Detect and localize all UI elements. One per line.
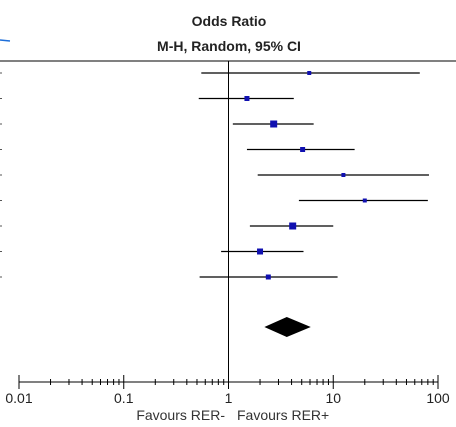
x-axis: 0.01 0.1 1 10 100 <box>5 375 450 406</box>
tick-label: 10 <box>325 390 341 406</box>
study-marker <box>265 274 271 280</box>
study-marker <box>341 173 346 177</box>
chart-title: Odds Ratio <box>192 13 267 29</box>
study-marker <box>289 222 297 230</box>
study-rows <box>198 71 429 280</box>
tick-label: 100 <box>426 390 450 406</box>
study-marker <box>307 71 312 75</box>
study-marker <box>300 147 306 152</box>
study-marker <box>244 96 250 101</box>
left-edge-mark <box>0 39 11 42</box>
study-marker <box>362 198 367 203</box>
tick-label: 1 <box>225 390 233 406</box>
favours-left-label: Favours RER- <box>136 407 225 423</box>
study-marker <box>270 120 278 128</box>
favours-right-label: Favours RER+ <box>237 407 329 423</box>
chart-subtitle: M-H, Random, 95% CI <box>157 38 301 54</box>
study-marker <box>257 248 264 255</box>
left-row-marks <box>0 72 2 278</box>
tick-label: 0.01 <box>5 390 32 406</box>
tick-label: 0.1 <box>114 390 134 406</box>
pooled-estimate-diamond <box>264 317 311 337</box>
